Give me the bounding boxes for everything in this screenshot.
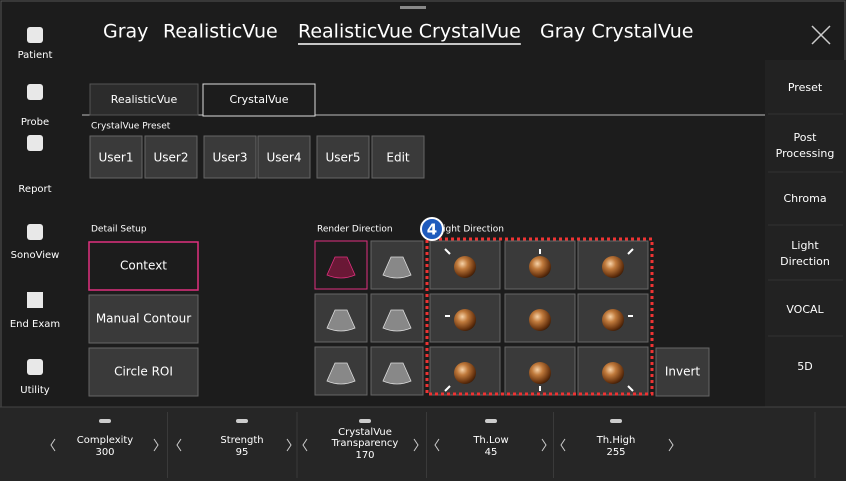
menu-item[interactable]: 5D bbox=[797, 360, 812, 373]
section-label: Detail Setup bbox=[91, 225, 147, 235]
preset-label[interactable]: User1 bbox=[99, 151, 134, 165]
light-sphere bbox=[529, 309, 551, 331]
badge-label: 4 bbox=[427, 221, 437, 239]
light-sphere bbox=[529, 362, 551, 384]
param-name: Strength bbox=[220, 435, 263, 446]
param-indicator bbox=[359, 419, 371, 423]
param-name: Th.High bbox=[596, 435, 636, 446]
invert-label[interactable]: Invert bbox=[665, 365, 701, 379]
preset-label[interactable]: User5 bbox=[326, 151, 361, 165]
menu-item[interactable]: VOCAL bbox=[786, 303, 824, 316]
tab-marker bbox=[400, 6, 426, 9]
param-value: 95 bbox=[236, 447, 249, 458]
sidebar-label[interactable]: Probe bbox=[21, 117, 49, 128]
param-name: CrystalVueTransparency bbox=[331, 427, 399, 449]
param-value: 255 bbox=[606, 447, 625, 458]
light-sphere bbox=[454, 309, 476, 331]
sidebar-icon[interactable] bbox=[27, 224, 43, 240]
light-sphere bbox=[602, 309, 624, 331]
menu-item[interactable]: Preset bbox=[788, 81, 823, 94]
sidebar-label[interactable]: SonoView bbox=[11, 250, 60, 261]
param-value: 45 bbox=[485, 447, 498, 458]
sidebar-icon[interactable] bbox=[27, 27, 43, 43]
param-value: 170 bbox=[355, 450, 374, 461]
sidebar-icon[interactable] bbox=[27, 359, 43, 375]
mode-tab[interactable]: RealisticVue bbox=[163, 21, 278, 43]
sidebar-label[interactable]: Patient bbox=[18, 50, 53, 61]
sub-tab-label[interactable]: RealisticVue bbox=[111, 93, 178, 106]
mode-tab[interactable]: Gray bbox=[103, 21, 148, 43]
sidebar-icon[interactable] bbox=[27, 135, 43, 151]
right-panel bbox=[765, 60, 846, 407]
sidebar-icon[interactable] bbox=[27, 292, 43, 308]
mode-tab[interactable]: RealisticVue CrystalVue bbox=[298, 21, 521, 43]
detail-label[interactable]: Context bbox=[120, 259, 167, 273]
light-sphere bbox=[454, 362, 476, 384]
light-sphere bbox=[529, 256, 551, 278]
param-indicator bbox=[99, 419, 111, 423]
section-label: Render Direction bbox=[317, 225, 393, 235]
sidebar-label[interactable]: End Exam bbox=[10, 319, 60, 330]
preset-label[interactable]: Edit bbox=[386, 151, 410, 165]
menu-item[interactable]: Chroma bbox=[783, 192, 826, 205]
sub-tab-label[interactable]: CrystalVue bbox=[229, 93, 288, 106]
param-indicator bbox=[610, 419, 622, 423]
section-label: Light Direction bbox=[438, 225, 504, 235]
light-sphere bbox=[602, 256, 624, 278]
sidebar-label[interactable]: Utility bbox=[20, 385, 49, 396]
param-name: Complexity bbox=[77, 435, 134, 446]
mode-tab[interactable]: Gray CrystalVue bbox=[540, 21, 694, 43]
param-value: 300 bbox=[95, 447, 114, 458]
preset-label[interactable]: User2 bbox=[154, 151, 189, 165]
sidebar-icon[interactable] bbox=[27, 84, 43, 100]
light-sphere bbox=[454, 256, 476, 278]
screen: Patient Probe Report SonoView End Exam Utilit… bbox=[0, 0, 846, 481]
param-name: Th.Low bbox=[472, 435, 508, 446]
detail-label[interactable]: Manual Contour bbox=[96, 312, 191, 326]
param-indicator bbox=[485, 419, 497, 423]
preset-label[interactable]: User3 bbox=[213, 151, 248, 165]
section-label: CrystalVue Preset bbox=[91, 122, 171, 132]
detail-label[interactable]: Circle ROI bbox=[114, 365, 173, 379]
preset-label[interactable]: User4 bbox=[267, 151, 302, 165]
param-indicator bbox=[236, 419, 248, 423]
light-sphere bbox=[602, 362, 624, 384]
sidebar-label[interactable]: Report bbox=[18, 184, 51, 195]
